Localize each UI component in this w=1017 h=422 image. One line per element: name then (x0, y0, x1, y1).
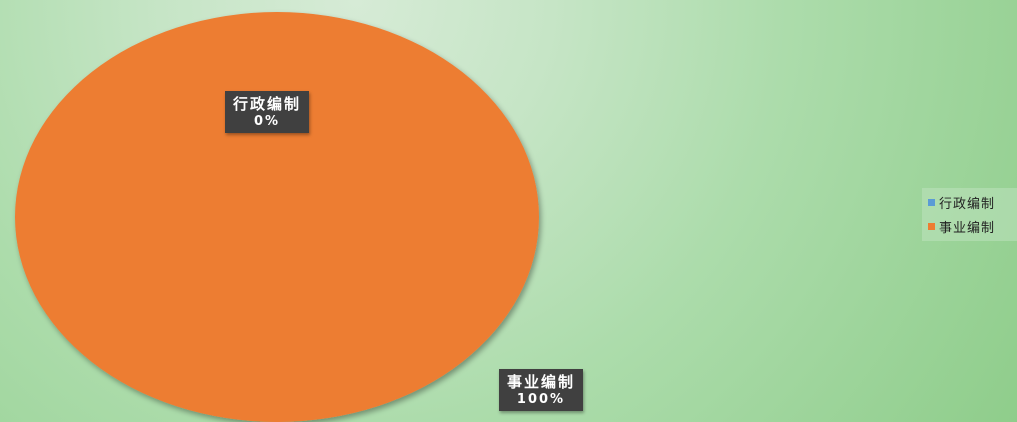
data-label-xingzheng: 行政编制 0% (225, 91, 310, 133)
data-label-name: 事业编制 (507, 373, 576, 391)
legend-item-shiye[interactable]: 事业编制 (928, 214, 1017, 238)
legend-label: 事业编制 (939, 220, 996, 236)
legend: 行政编制 事业编制 (922, 188, 1017, 241)
data-label-percent: 0% (253, 113, 281, 129)
legend-item-xingzheng[interactable]: 行政编制 (928, 190, 1017, 214)
legend-swatch (928, 198, 935, 206)
legend-label: 行政编制 (939, 196, 996, 212)
legend-swatch (928, 222, 935, 230)
pie-slice-shiye[interactable] (15, 12, 539, 422)
data-label-name: 行政编制 (233, 95, 302, 113)
data-label-percent: 100% (516, 391, 566, 407)
data-label-shiye: 事业编制 100% (499, 369, 584, 411)
